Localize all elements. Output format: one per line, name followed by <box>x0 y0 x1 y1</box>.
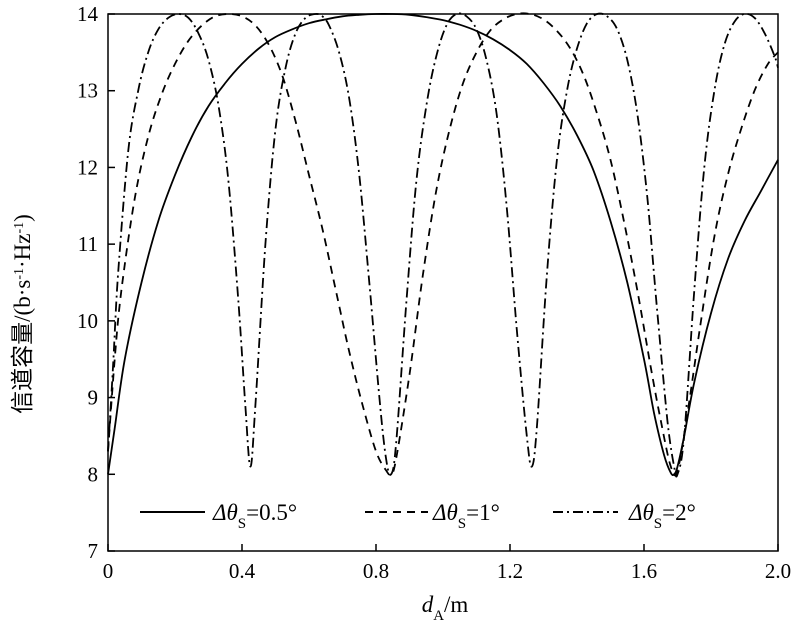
y-tick-label: 12 <box>77 155 98 179</box>
x-axis-label: dA/m <box>422 592 469 624</box>
x-tick-label: 1.6 <box>631 559 657 583</box>
ticks-layer: 0 0.4 0.8 1.2 1.6 2.0 7 8 9 10 11 12 13 14 <box>77 2 791 583</box>
x-tick-label: 2.0 <box>765 559 791 583</box>
series-layer <box>107 12 779 478</box>
y-axis-label: 信道容量/(b·s-1·Hz-1) <box>10 214 35 414</box>
legend-item-2: ΔθS=2° <box>553 500 696 532</box>
plot-area-border <box>107 13 779 552</box>
legend-item-0: ΔθS=0.5° <box>140 500 297 532</box>
x-tick-label: 0 <box>103 559 114 583</box>
y-tick-label: 9 <box>88 386 99 410</box>
legend-item-1: ΔθS=1° <box>365 500 500 532</box>
legend-label-1: ΔθS=1° <box>432 500 500 532</box>
y-tick-label: 14 <box>77 2 99 26</box>
y-tick-label: 11 <box>78 232 98 256</box>
series-line-0-5deg <box>107 13 779 476</box>
plot-frame <box>107 13 779 552</box>
series-line-1deg <box>107 12 779 477</box>
y-tick-label: 8 <box>88 462 99 486</box>
x-tick-label: 1.2 <box>497 559 523 583</box>
legend-label-2: ΔθS=2° <box>628 500 696 532</box>
x-tick-label: 0.4 <box>229 559 256 583</box>
legend: ΔθS=0.5° ΔθS=1° ΔθS=2° <box>140 500 696 532</box>
y-tick-label: 10 <box>77 309 98 333</box>
series-line-2deg <box>107 12 779 478</box>
y-tick-label: 13 <box>77 79 98 103</box>
y-tick-label: 7 <box>88 539 99 563</box>
x-tick-label: 0.8 <box>363 559 389 583</box>
legend-label-0: ΔθS=0.5° <box>212 500 297 532</box>
